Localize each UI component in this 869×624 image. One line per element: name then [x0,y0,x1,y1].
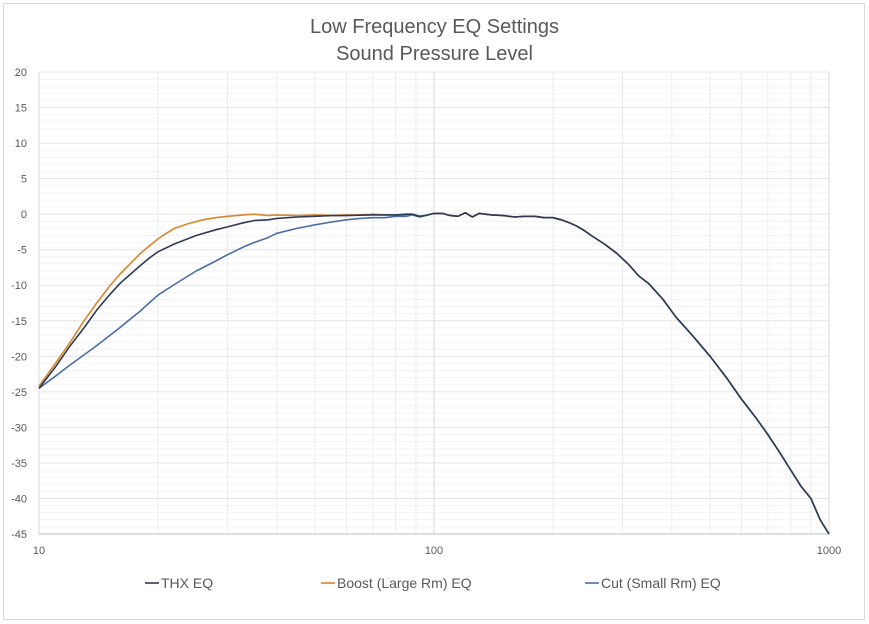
gridlines [38,71,830,535]
y-tick-label: -25 [11,387,27,399]
y-tick-label: -35 [11,458,27,470]
legend: THX EQ Boost (Large Rm) EQ Cut (Small Rm) … [145,575,721,591]
series-lines [38,211,830,535]
x-tick-label: 10 [33,545,45,557]
y-tick-label: -45 [11,529,27,541]
y-tick-label: -30 [11,422,27,434]
x-tick-label: 1000 [817,545,841,557]
y-tick-label: 0 [21,209,27,221]
y-tick-label: -5 [17,245,27,257]
y-tick-label: -15 [11,316,27,328]
x-tick-label: 100 [425,545,443,557]
y-tick-label: -20 [11,351,27,363]
y-tick-label: 20 [15,67,27,79]
legend-label: Cut (Small Rm) EQ [601,575,721,591]
y-tick-label: 5 [21,174,27,186]
chart-title: Low Frequency EQ Settings [309,16,559,38]
y-axis-ticks: 20 15 10 5 0 -5 -10 -15 -20 -25 -30 -35 -40 -45 [11,67,27,541]
series-line-0 [38,211,830,535]
y-tick-label: -10 [11,280,27,292]
y-tick-label: 15 [15,103,27,115]
x-axis-ticks: 10 100 1000 [33,545,841,557]
y-tick-label: -40 [11,493,27,505]
y-tick-label: 10 [15,138,27,150]
chart-subtitle: Sound Pressure Level [336,43,533,65]
legend-label: THX EQ [161,575,213,591]
legend-label: Boost (Large Rm) EQ [337,575,472,591]
